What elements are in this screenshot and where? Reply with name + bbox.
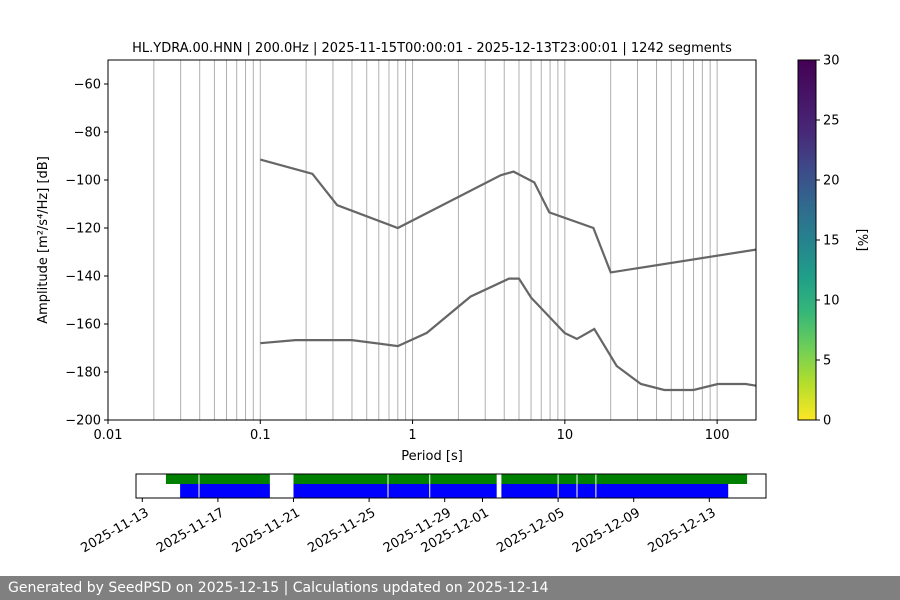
x-axis-label: Period [s] — [401, 449, 463, 464]
colorbar-ticks: 0 5 10 15 20 25 30 — [816, 54, 840, 429]
y-tick-label: −160 — [65, 318, 101, 333]
colorbar-tick-label: 0 — [823, 414, 831, 429]
date-tick-label: 2025-11-13 — [79, 505, 152, 556]
x-tick-label: 0.01 — [94, 428, 123, 443]
colorbar-tick-label: 25 — [823, 114, 840, 129]
available-segment — [501, 474, 748, 484]
availability-frame — [135, 473, 767, 499]
y-axis: −200 −180 −160 −140 −120 −100 −80 −60 — [65, 78, 108, 429]
colorbar-label: [%] — [854, 229, 869, 252]
date-tick-label: 2025-11-17 — [154, 505, 227, 556]
colorbar — [797, 59, 817, 421]
used-segment — [293, 484, 497, 498]
chart-title: HL.YDRA.00.HNN | 200.0Hz | 2025-11-15T00… — [132, 41, 732, 56]
y-tick-label: −60 — [74, 78, 101, 93]
y-tick-label: −200 — [65, 414, 101, 429]
nlnm-curve — [260, 277, 756, 392]
y-tick-label: −100 — [65, 174, 101, 189]
availability-date-axis: 2025-11-13 2025-11-17 2025-11-21 2025-11-25… — [79, 498, 719, 556]
colorbar-tick-label: 5 — [823, 354, 831, 369]
used-segment — [501, 484, 729, 498]
date-tick-label: 2025-11-21 — [230, 505, 303, 556]
available-segment — [293, 474, 497, 484]
date-tick-label: 2025-12-13 — [646, 505, 719, 556]
y-tick-label: −180 — [65, 366, 101, 381]
y-tick-label: −80 — [74, 126, 101, 141]
date-tick-label: 2025-12-05 — [494, 505, 567, 556]
colorbar-tick-label: 15 — [823, 234, 840, 249]
y-axis-label: Amplitude [m²/s⁴/Hz] [dB] — [36, 156, 51, 324]
x-tick-label: 10 — [557, 428, 574, 443]
colorbar-tick-label: 20 — [823, 174, 840, 189]
x-axis: 0.01 0.1 1 10 100 — [94, 420, 730, 443]
available-segment — [165, 474, 270, 484]
noise-model-curves — [260, 158, 756, 392]
y-tick-label: −140 — [65, 270, 101, 285]
data-availability-bar — [165, 474, 748, 498]
colorbar-tick-label: 10 — [823, 294, 840, 309]
x-tick-label: 100 — [705, 428, 730, 443]
vertical-gridlines — [108, 60, 718, 420]
x-tick-label: 1 — [408, 428, 416, 443]
nhnm-curve — [260, 158, 756, 274]
plot-frame — [107, 59, 757, 421]
date-tick-label: 2025-11-25 — [305, 505, 378, 556]
x-tick-label: 0.1 — [250, 428, 271, 443]
footer-caption: Generated by SeedPSD on 2025-12-15 | Cal… — [0, 576, 900, 600]
colorbar-tick-label: 30 — [823, 54, 840, 69]
date-tick-label: 2025-12-09 — [570, 505, 643, 556]
y-tick-label: −120 — [65, 222, 101, 237]
used-segment — [180, 484, 270, 498]
